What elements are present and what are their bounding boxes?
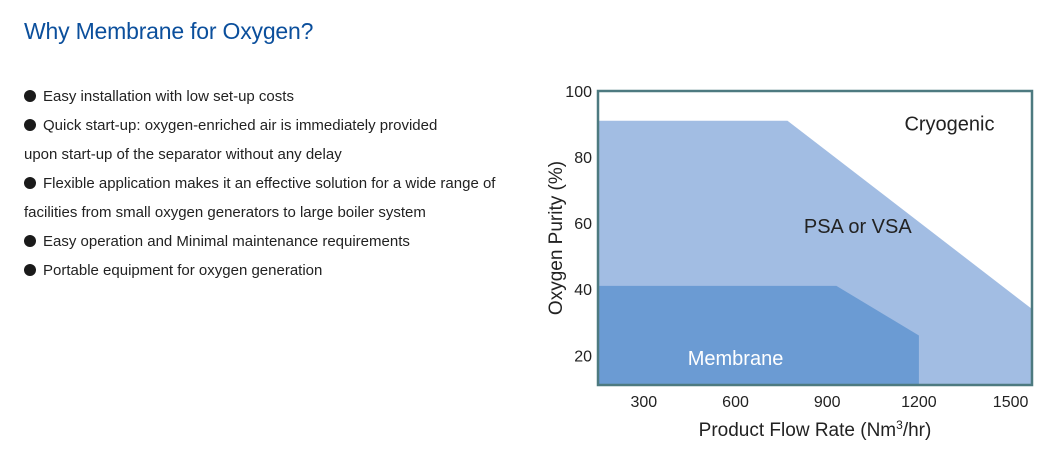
feature-text: facilities from small oxygen generators … bbox=[24, 204, 426, 221]
plot-frame bbox=[596, 89, 1034, 387]
feature-text: Easy operation and Minimal maintenance r… bbox=[43, 233, 410, 250]
feature-item: Easy operation and Minimal maintenance r… bbox=[24, 227, 544, 256]
chart-regions bbox=[598, 120, 1032, 385]
feature-text: Easy installation with low set-up costs bbox=[43, 88, 294, 105]
feature-text: Quick start-up: oxygen-enriched air is i… bbox=[43, 117, 438, 134]
y-tick-label: 80 bbox=[574, 150, 592, 167]
feature-item: Easy installation with low set-up costs bbox=[24, 82, 544, 111]
region-labels: Cryogenic PSA or VSA Membrane bbox=[688, 114, 995, 371]
page-title: Why Membrane for Oxygen? bbox=[24, 18, 314, 44]
feature-item: Portable equipment for oxygen generation bbox=[24, 256, 544, 285]
bullet-icon bbox=[24, 264, 36, 276]
x-tick-label: 1500 bbox=[993, 394, 1029, 411]
region-label: PSA or VSA bbox=[804, 216, 912, 238]
x-tick-label: 900 bbox=[814, 394, 841, 411]
y-tick-label: 60 bbox=[574, 216, 592, 233]
feature-item: Quick start-up: oxygen-enriched air is i… bbox=[24, 111, 544, 169]
y-tick-label: 40 bbox=[574, 282, 592, 299]
feature-text: Portable equipment for oxygen generation bbox=[43, 262, 323, 279]
bullet-icon bbox=[24, 177, 36, 189]
y-tick-label: 100 bbox=[565, 84, 592, 101]
region-label: Cryogenic bbox=[904, 114, 994, 136]
x-tick-label: 300 bbox=[630, 394, 657, 411]
y-tick-label: 20 bbox=[574, 348, 592, 365]
x-tick-label: 600 bbox=[722, 394, 749, 411]
x-axis-ticks: 300 600 900 1200 1500 bbox=[630, 394, 1028, 411]
feature-text: upon start-up of the separator without a… bbox=[24, 146, 342, 163]
x-axis-label: Product Flow Rate (Nm3/hr) bbox=[699, 418, 932, 441]
bullet-icon bbox=[24, 119, 36, 131]
bullet-icon bbox=[24, 90, 36, 102]
y-axis-label: Oxygen Purity (%) bbox=[546, 161, 567, 315]
region-label: Membrane bbox=[688, 348, 784, 370]
feature-item: Flexible application makes it an effecti… bbox=[24, 169, 544, 227]
feature-list: Easy installation with low set-up costs Q… bbox=[24, 82, 544, 285]
bullet-icon bbox=[24, 235, 36, 247]
x-tick-label: 1200 bbox=[901, 394, 937, 411]
y-axis-ticks: 20 40 60 80 100 bbox=[565, 84, 592, 365]
feature-text: Flexible application makes it an effecti… bbox=[43, 175, 496, 192]
region-membrane bbox=[598, 285, 919, 385]
